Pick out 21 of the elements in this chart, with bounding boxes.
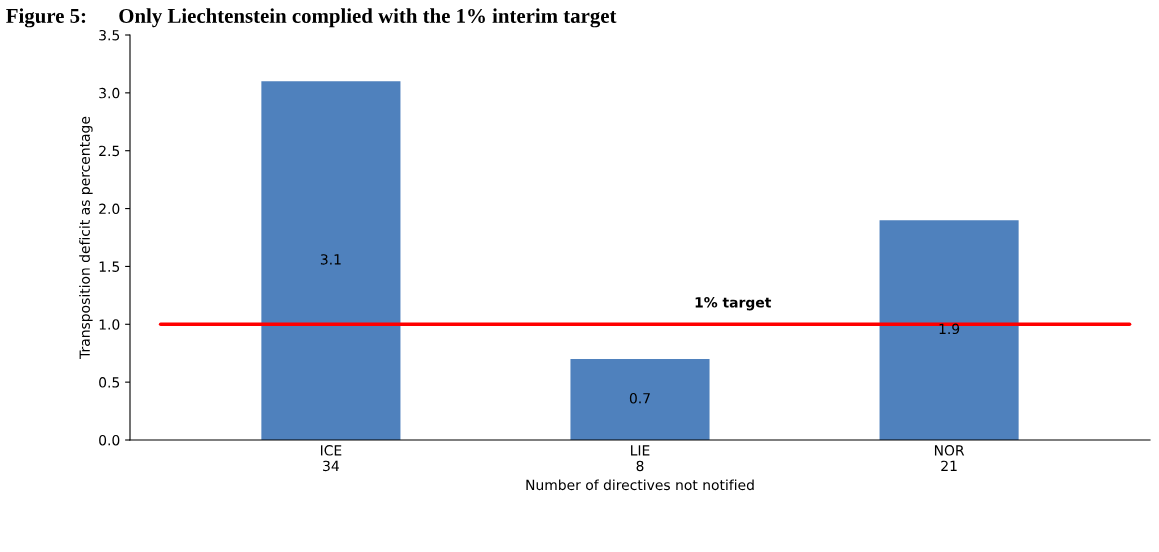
y-tick-label: 0.0 xyxy=(99,434,120,446)
y-tick-label: 1.0 xyxy=(99,319,120,330)
y-tick-label: 3.0 xyxy=(99,87,120,99)
y-tick-label: 2.5 xyxy=(99,145,120,157)
data-label: 1.9 xyxy=(939,323,960,335)
y-tick-label: 0.5 xyxy=(99,377,120,388)
data-label: 0.7 xyxy=(629,393,650,404)
y-tick-label: 2.0 xyxy=(99,203,120,215)
x-tick-label: NOR 21 xyxy=(934,445,965,471)
bar xyxy=(879,220,1019,440)
x-tick-label: LIE 8 xyxy=(631,445,650,472)
data-label: 3.1 xyxy=(320,254,341,265)
chart-title: Figure 5: Only Liechtenstein complied with the 1% interim target xyxy=(6,8,617,28)
y-axis-title: Transposition deficit as percentage xyxy=(79,116,93,359)
y-tick-label: 3.5 xyxy=(99,29,120,41)
x-tick-label: ICE 34 xyxy=(320,445,342,472)
x-axis-title: Number of directives not notified xyxy=(526,479,754,491)
bar xyxy=(261,81,401,440)
y-tick-label: 1.5 xyxy=(99,261,120,272)
bar xyxy=(570,359,710,440)
ref-line-label: 1% target xyxy=(695,297,772,311)
